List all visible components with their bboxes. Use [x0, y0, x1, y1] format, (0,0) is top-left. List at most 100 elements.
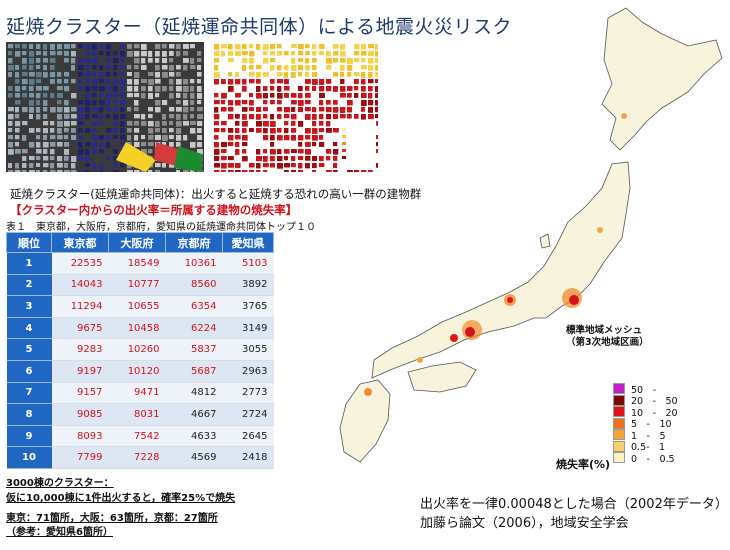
tokyo-cell: 7799: [51, 446, 109, 469]
legend-label: 0.5- 1: [631, 442, 666, 454]
header-tokyo: 東京都: [51, 232, 109, 253]
rank-cell: 4: [6, 317, 52, 340]
legend-item: 10 - 20: [613, 406, 678, 419]
kyoto-cell: 4812: [165, 382, 223, 405]
tokyo-cell: 8093: [51, 425, 109, 448]
page-title: 延焼クラスター（延焼運命共同体）による地震火災リスク: [6, 16, 513, 38]
note-cluster-3000: 3000棟のクラスター：: [6, 478, 114, 489]
osaka-cell: 10777: [108, 274, 166, 297]
rank-cell: 1: [6, 252, 52, 275]
legend-label: 10 - 20: [631, 407, 678, 419]
osaka-cell: 8031: [108, 403, 166, 426]
legend-swatch: [613, 406, 625, 418]
cluster-fire-rate-definition: 【クラスター内からの出火率＝所属する建物の焼失率】: [10, 203, 298, 217]
legend-swatch: [613, 440, 625, 452]
osaka-cell: 10260: [108, 338, 166, 361]
note-aichi-reference: （参考：愛知県6箇所）: [6, 527, 113, 538]
tokyo-cell: 14043: [51, 274, 109, 297]
table-row: 10 7799 7228 4569 2418: [6, 446, 274, 469]
legend-item: 0.5- 1: [613, 440, 678, 454]
osaka-cell: 7228: [108, 446, 166, 469]
rank-cell: 8: [6, 403, 52, 426]
kyoto-cell: 6224: [165, 317, 223, 340]
header-kyoto: 京都府: [165, 232, 223, 253]
aichi-cell: 2724: [222, 403, 274, 426]
table-row: 2 14043 10777 8560 3892: [6, 274, 274, 297]
legend-label: 5 - 10: [631, 419, 672, 431]
japan-fire-risk-map: [339, 7, 723, 463]
mesh-label: 標準地域メッシュ （第3次地域区画）: [566, 325, 649, 348]
tokyo-cell: 9197: [51, 360, 109, 383]
top10-cluster-table: 順位 東京都 大阪府 京都府 愛知県 1 22535 18549 10361 5103 2…: [6, 232, 274, 469]
kyoto-cell: 6354: [165, 295, 223, 318]
aichi-cell: 3765: [222, 295, 274, 318]
table-caption: 表１ 東京都，大阪府，京都府，愛知県の延焼運命共同体トップ１０: [6, 222, 316, 233]
table-row: 5 9283 10260 5837 3055: [6, 338, 274, 361]
aichi-cell: 2645: [222, 425, 274, 448]
legend-swatch: [613, 429, 625, 441]
tokyo-cell: 9085: [51, 403, 109, 426]
aichi-cell: 5103: [222, 252, 274, 275]
legend-item: 5 - 10: [613, 417, 678, 431]
rank-cell: 2: [6, 274, 52, 297]
legend-item: 20 - 50: [613, 394, 678, 408]
source-condition: 出火率を一律0.00048とした場合（2002年データ）: [420, 497, 728, 512]
legend-label: 20 - 50: [631, 396, 678, 408]
source-citation: 加藤ら論文（2006），地域安全学会: [420, 516, 629, 531]
table-row: 4 9675 10458 6224 3149: [6, 317, 274, 340]
aichi-cell: 2418: [222, 446, 274, 469]
legend-swatch: [613, 394, 625, 406]
table-row: 9 8093 7542 4633 2645: [6, 425, 274, 448]
kyoto-cell: 10361: [165, 252, 223, 275]
legend-item: 1 - 5: [613, 429, 678, 442]
table-row: 7 9157 9471 4812 2773: [6, 382, 274, 405]
osaka-cell: 18549: [108, 252, 166, 275]
legend-swatch: [613, 383, 625, 395]
legend-label: 0 - 0.5: [631, 453, 675, 465]
tokyo-cell: 22535: [51, 252, 109, 275]
header-osaka: 大阪府: [108, 232, 166, 253]
legend-title: 焼失率(%): [556, 458, 611, 471]
note-counts: 東京：71箇所，大阪：63箇所，京都：27箇所: [6, 513, 218, 524]
table-row: 6 9197 10120 5687 2963: [6, 360, 274, 383]
rank-cell: 3: [6, 295, 52, 318]
aichi-cell: 3149: [222, 317, 274, 340]
tokyo-cell: 9283: [51, 338, 109, 361]
osaka-cell: 10458: [108, 317, 166, 340]
legend-label: 50 -: [631, 384, 657, 396]
legend-item: 0 - 0.5: [613, 452, 678, 465]
legend-item: 50 -: [613, 383, 678, 396]
aichi-cell: 2963: [222, 360, 274, 383]
cluster-definition: 延焼クラスター(延焼運命共同体)：出火すると延焼する恐れの高い一群の建物群: [10, 187, 422, 201]
kyoto-cell: 8560: [165, 274, 223, 297]
kyoto-cell: 5687: [165, 360, 223, 383]
aichi-cell: 3892: [222, 274, 274, 297]
aichi-cell: 2773: [222, 382, 274, 405]
osaka-cell: 10120: [108, 360, 166, 383]
table-row: 1 22535 18549 10361 5103: [6, 252, 274, 275]
kyoto-cell: 5837: [165, 338, 223, 361]
legend-swatch: [613, 417, 625, 429]
osaka-cell: 10655: [108, 295, 166, 318]
rank-cell: 9: [6, 425, 52, 448]
rank-cell: 5: [6, 338, 52, 361]
legend-label: 1 - 5: [631, 430, 666, 442]
rank-cell: 10: [6, 446, 52, 469]
rank-cell: 6: [6, 360, 52, 383]
aerial-cluster-photo: [6, 42, 204, 172]
legend-swatch: [613, 452, 625, 464]
note-probability: 仮に10,000棟に1件出火すると，確率25%で焼失: [6, 493, 236, 504]
rank-cell: 7: [6, 382, 52, 405]
kyoto-cell: 4633: [165, 425, 223, 448]
table-row: 8 9085 8031 4667 2724: [6, 403, 274, 426]
kyoto-cell: 4667: [165, 403, 223, 426]
tokyo-cell: 9675: [51, 317, 109, 340]
cluster-map-image: [212, 42, 378, 172]
osaka-cell: 7542: [108, 425, 166, 448]
osaka-cell: 9471: [108, 382, 166, 405]
header-rank: 順位: [6, 232, 52, 253]
tokyo-cell: 11294: [51, 295, 109, 318]
table-row: 3 11294 10655 6354 3765: [6, 295, 274, 318]
kyoto-cell: 4569: [165, 446, 223, 469]
